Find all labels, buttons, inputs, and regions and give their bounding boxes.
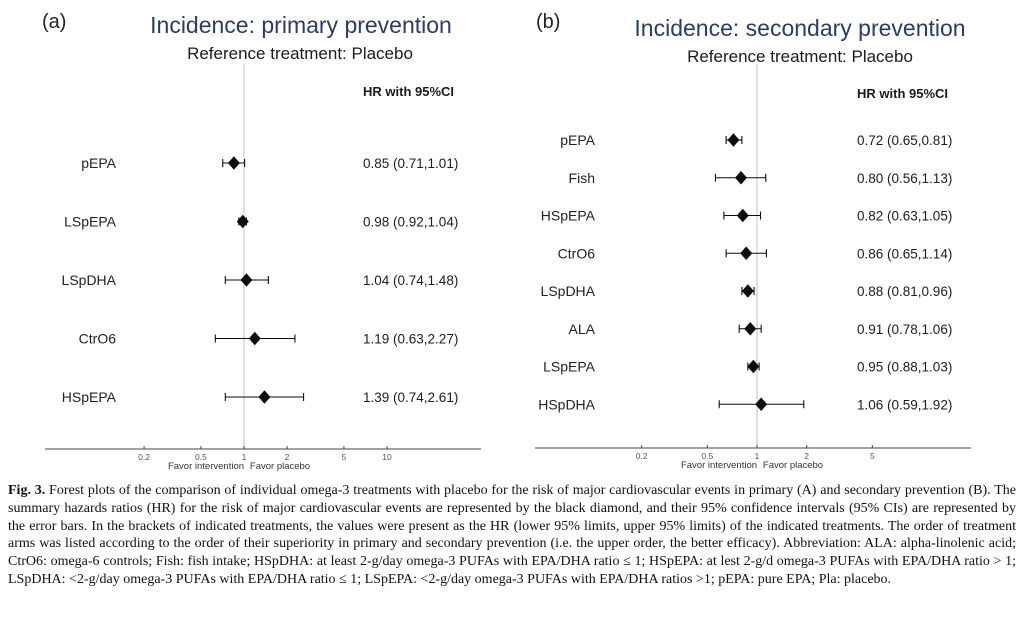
x-tick-label: 1 xyxy=(755,451,760,461)
x-tick-label: 2 xyxy=(285,452,290,462)
treatment-label: LSpEPA xyxy=(543,359,596,375)
hr-value: 0.82 (0.63,1.05) xyxy=(857,209,952,224)
hr-diamond xyxy=(236,214,249,229)
hr-diamond xyxy=(735,170,748,185)
panel-label-b: (b) xyxy=(536,11,561,33)
panel-b-subtitle: Reference treatment: Placebo xyxy=(687,47,913,66)
hr-diamond xyxy=(248,331,261,346)
panel-a-title: Incidence: primary prevention xyxy=(150,12,452,38)
hr-value: 1.19 (0.63,2.27) xyxy=(363,332,458,347)
forest-plot-a: HR with 95%CI pEPA 0.85 (0.71,1.01) LSpEPA 0… xyxy=(45,64,481,472)
hr-diamond xyxy=(744,321,757,336)
hr-value: 1.39 (0.74,2.61) xyxy=(363,390,458,405)
treatment-label: LSpDHA xyxy=(62,272,117,288)
favor-placebo-label: Favor placebo xyxy=(250,461,310,472)
panel-b-title: Incidence: secondary prevention xyxy=(634,15,966,41)
hr-diamond xyxy=(741,284,754,298)
hr-diamond xyxy=(740,246,753,261)
hr-value: 0.95 (0.88,1.03) xyxy=(857,360,952,375)
x-tick-label: 0.5 xyxy=(195,452,207,462)
x-tick-label: 2 xyxy=(804,451,809,461)
caption-label: Fig. 3. xyxy=(8,483,46,498)
treatment-label: pEPA xyxy=(81,155,116,171)
hr-diamond xyxy=(258,390,271,404)
hr-value: 1.06 (0.59,1.92) xyxy=(857,397,952,412)
hr-value: 0.91 (0.78,1.06) xyxy=(857,322,952,337)
hr-value: 0.88 (0.81,0.96) xyxy=(857,284,952,299)
forest-panel-b: (b) Incidence: secondary prevention Refe… xyxy=(512,0,1024,478)
figure-caption: Fig. 3. Forest plots of the comparison o… xyxy=(8,482,1016,589)
hr-value: 0.86 (0.65,1.14) xyxy=(857,246,952,261)
x-tick-label: 0.5 xyxy=(701,451,713,461)
treatment-label: LSpDHA xyxy=(541,283,596,299)
treatment-label: Fish xyxy=(569,170,595,186)
hr-diamond xyxy=(727,133,740,147)
treatment-label: pEPA xyxy=(560,132,595,148)
hr-diamond xyxy=(755,397,768,412)
treatment-label: LSpEPA xyxy=(64,214,117,230)
hr-value: 0.72 (0.65,0.81) xyxy=(857,133,952,148)
hr-diamond xyxy=(747,359,760,374)
hr-value: 1.04 (0.74,1.48) xyxy=(363,273,458,288)
forest-plot-b: HR with 95%CI pEPA 0.72 (0.65,0.81) Fish 0.8… xyxy=(535,64,971,471)
hr-column-header: HR with 95%CI xyxy=(857,86,948,101)
treatment-label: CtrO6 xyxy=(79,331,117,347)
hr-value: 0.98 (0.92,1.04) xyxy=(363,215,458,230)
x-tick-label: 5 xyxy=(870,451,875,461)
x-tick-label: 0.2 xyxy=(138,452,150,462)
hr-diamond xyxy=(736,208,749,223)
panel-a-subtitle: Reference treatment: Placebo xyxy=(187,44,413,63)
treatment-label: ALA xyxy=(569,321,596,337)
hr-value: 0.85 (0.71,1.01) xyxy=(363,156,458,171)
treatment-label: HSpDHA xyxy=(538,396,595,412)
panel-label-a: (a) xyxy=(42,11,67,33)
hr-value: 0.80 (0.56,1.13) xyxy=(857,171,952,186)
favor-intervention-label: Favor intervention xyxy=(681,460,757,471)
hr-column-header: HR with 95%CI xyxy=(363,84,454,99)
hr-diamond xyxy=(240,273,253,287)
treatment-label: HSpEPA xyxy=(62,389,117,405)
x-tick-label: 1 xyxy=(242,452,247,462)
x-tick-label: 0.2 xyxy=(636,451,648,461)
favor-placebo-label: Favor placebo xyxy=(763,460,823,471)
treatment-label: HSpEPA xyxy=(541,208,596,224)
x-tick-label: 10 xyxy=(382,452,392,462)
hr-diamond xyxy=(227,156,240,170)
favor-intervention-label: Favor intervention xyxy=(168,461,244,472)
forest-panel-a: (a) Incidence: primary prevention Refere… xyxy=(0,0,512,478)
x-tick-label: 5 xyxy=(342,452,347,462)
caption-text: Forest plots of the comparison of indivi… xyxy=(8,483,1016,587)
treatment-label: CtrO6 xyxy=(558,245,596,261)
